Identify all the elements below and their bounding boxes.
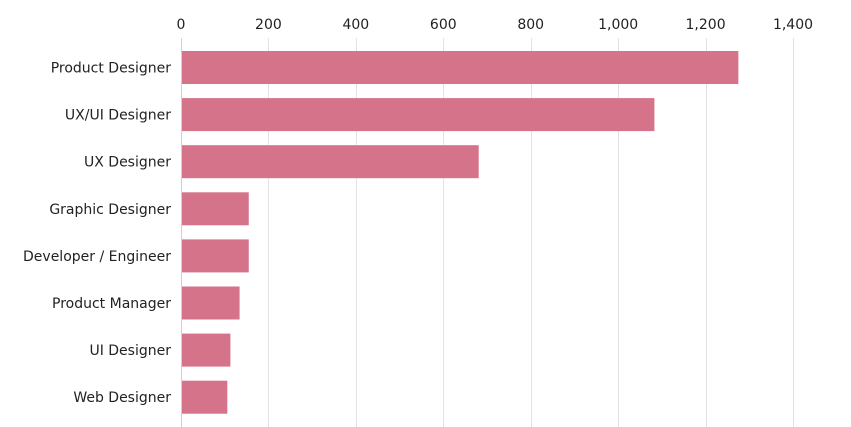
category-label: UX/UI Designer [65,108,171,124]
category-labels: Product Designer UX/UI Designer UX Designe… [23,61,171,407]
bar-product-designer [182,51,739,84]
bar-developer-engineer [182,239,249,273]
x-tick-label: 1,000 [598,17,638,33]
gridlines [181,38,794,427]
bar-graphic-designer [182,192,249,226]
x-tick-label: 1,400 [773,17,813,33]
category-label: Developer / Engineer [23,249,171,265]
category-label: Web Designer [73,390,171,406]
x-tick-label: 1,200 [686,17,726,33]
x-tick-label: 200 [255,17,282,33]
bar-ui-designer [182,333,231,367]
bar-product-manager [182,286,240,320]
x-tick-label: 400 [342,17,369,33]
category-label: Product Manager [52,296,171,312]
bars [182,51,739,414]
x-tick-label: 0 [177,17,186,33]
category-label: Graphic Designer [49,202,171,218]
bar-ux-designer [182,145,479,179]
category-label: Product Designer [51,61,172,77]
bar-web-designer [182,380,228,414]
x-axis-ticks: 0 200 400 600 800 1,000 1,200 1,400 [177,17,814,33]
bar-ux-ui-designer [182,98,655,132]
x-tick-label: 800 [517,17,544,33]
x-tick-label: 600 [430,17,457,33]
category-label: UI Designer [89,343,171,359]
category-label: UX Designer [84,155,171,171]
